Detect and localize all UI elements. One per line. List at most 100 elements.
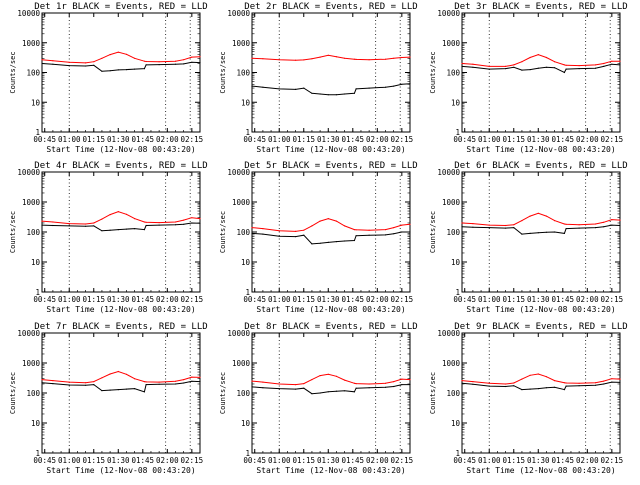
point-lld — [262, 381, 264, 383]
x-tick-label: 00:45 — [33, 295, 56, 304]
point-events — [125, 228, 127, 230]
y-tick-label: 100 — [236, 228, 250, 237]
point-lld — [295, 230, 297, 232]
point-events — [251, 85, 253, 87]
point-events — [578, 227, 580, 229]
x-tick-label: 01:45 — [342, 295, 365, 304]
point-events — [158, 383, 160, 385]
point-lld — [401, 56, 403, 59]
x-tick-label: 01:15 — [292, 135, 315, 144]
point-lld — [199, 56, 201, 58]
point-events — [578, 385, 580, 387]
y-axis-title: Counts/sec — [9, 51, 17, 93]
point-lld — [158, 222, 160, 224]
point-events — [303, 387, 305, 389]
point-events — [611, 63, 613, 65]
point-lld — [529, 374, 531, 376]
x-tick-label: 01:45 — [552, 135, 575, 144]
point-events — [101, 70, 103, 72]
point-events — [327, 391, 329, 393]
point-lld — [41, 220, 43, 222]
x-tick-label: 01:15 — [502, 456, 525, 465]
point-events — [554, 386, 556, 388]
point-lld — [85, 382, 87, 384]
point-events — [52, 224, 54, 227]
point-events — [52, 383, 54, 385]
point-events — [109, 389, 111, 391]
x-tick-label: 00:45 — [243, 135, 266, 144]
point-lld — [513, 64, 515, 66]
point-lld — [85, 223, 87, 225]
x-tick-label: 01:15 — [502, 295, 525, 304]
point-lld — [191, 56, 193, 58]
panel-title: Det 9r BLACK = Events, RED = LLD — [454, 322, 627, 332]
point-lld — [344, 225, 346, 227]
point-lld — [174, 60, 177, 62]
point-lld — [353, 382, 355, 384]
point-lld — [603, 380, 605, 382]
x-axis-title: Start Time (12-Nov-08 00:43:20) — [466, 145, 615, 154]
point-events — [393, 233, 395, 235]
point-events — [117, 229, 119, 231]
x-tick-label: 02:00 — [366, 135, 389, 144]
point-lld — [125, 373, 127, 375]
point-lld — [368, 59, 370, 61]
x-tick-label: 01:00 — [478, 135, 501, 144]
point-events — [303, 234, 305, 236]
y-tick-label: 100 — [26, 69, 40, 78]
point-lld — [68, 223, 70, 225]
point-lld — [335, 220, 337, 222]
y-tick-label: 10000 — [17, 329, 40, 338]
x-axis-title: Start Time (12-Nov-08 00:43:20) — [46, 466, 195, 475]
point-events — [251, 386, 253, 388]
x-tick-label: 01:00 — [478, 295, 501, 304]
point-events — [565, 68, 567, 70]
point-lld — [191, 376, 193, 378]
x-tick-label: 01:00 — [58, 295, 81, 304]
point-events — [303, 87, 305, 89]
point-lld — [505, 65, 507, 67]
panel-title: Det 6r BLACK = Events, RED = LLD — [454, 161, 627, 171]
point-events — [521, 233, 523, 235]
point-events — [319, 392, 321, 394]
point-lld — [563, 223, 566, 225]
point-events — [563, 232, 566, 234]
x-tick-label: 00:45 — [453, 135, 476, 144]
point-lld — [311, 379, 313, 381]
y-axis-title: Counts/sec — [9, 211, 17, 253]
point-lld — [251, 380, 253, 382]
point-events — [109, 70, 111, 72]
point-events — [125, 388, 127, 390]
point-lld — [578, 65, 580, 67]
y-tick-label: 10 — [241, 419, 251, 428]
point-events — [191, 380, 193, 382]
y-axis-title: Counts/sec — [429, 211, 437, 253]
point-lld — [472, 63, 474, 65]
point-events — [319, 93, 321, 95]
point-lld — [529, 215, 531, 217]
point-lld — [311, 58, 313, 60]
point-lld — [117, 370, 119, 373]
point-events — [199, 381, 201, 383]
point-events — [262, 86, 264, 88]
point-events — [393, 385, 395, 388]
point-lld — [143, 60, 145, 62]
point-events — [529, 232, 531, 234]
point-lld — [619, 378, 621, 380]
point-events — [295, 88, 297, 90]
point-events — [335, 241, 337, 243]
point-events — [174, 383, 177, 385]
point-lld — [174, 221, 177, 223]
point-lld — [174, 380, 177, 382]
y-tick-label: 10 — [31, 258, 41, 267]
point-events — [401, 231, 403, 233]
point-lld — [93, 61, 95, 63]
point-lld — [409, 223, 411, 225]
point-lld — [563, 382, 566, 384]
x-tick-label: 01:30 — [527, 135, 550, 144]
point-lld — [344, 57, 346, 59]
point-events — [545, 231, 548, 233]
point-lld — [303, 59, 305, 61]
